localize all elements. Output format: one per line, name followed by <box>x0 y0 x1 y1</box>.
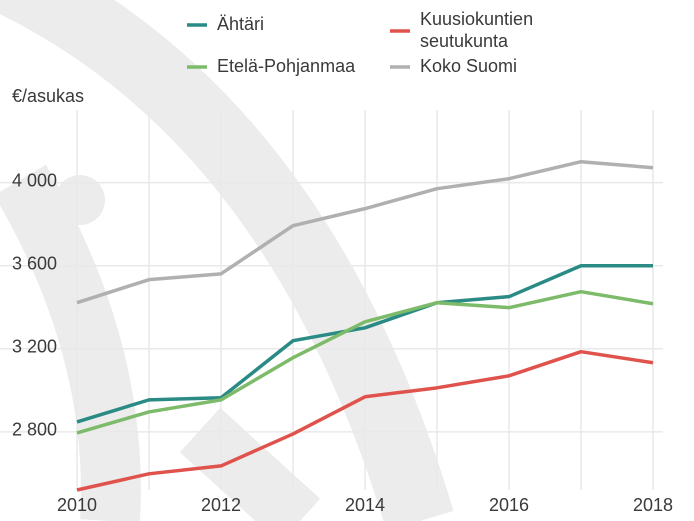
legend: Ähtäri Kuusiokuntien seutukunta Etelä-Pohja… <box>187 9 533 76</box>
legend-item: Etelä-Pohjanmaa <box>187 56 356 76</box>
y-tick-label: 3 200 <box>12 337 57 357</box>
series-line <box>76 263 653 424</box>
x-tick-label: 2016 <box>489 495 529 515</box>
legend-label: Ähtäri <box>217 14 264 34</box>
y-unit-label: €/asukas <box>12 86 84 106</box>
lines <box>76 159 654 492</box>
x-tick-label: 2014 <box>345 495 385 515</box>
series-line <box>76 289 654 435</box>
watermark <box>0 0 454 521</box>
legend-item: Ähtäri <box>187 14 264 34</box>
watermark-arc <box>179 407 321 521</box>
watermark-dot <box>55 175 105 225</box>
legend-label: Kuusiokuntien seutukunta <box>420 9 533 51</box>
watermark-arc <box>0 164 141 521</box>
legend-label: Etelä-Pohjanmaa <box>217 56 356 76</box>
series-line <box>76 349 654 492</box>
x-tick-label: 2018 <box>633 495 673 515</box>
y-tick-label: 3 600 <box>12 253 57 273</box>
series-line <box>76 159 654 305</box>
y-tick-label: 4 000 <box>12 170 57 190</box>
legend-label: Koko Suomi <box>420 56 517 76</box>
grid: 2 800 3 200 3 600 4 000 2010 2012 2014 2016 2018 <box>0 110 673 515</box>
y-tick-label: 2 800 <box>12 420 57 440</box>
legend-item: Kuusiokuntien seutukunta <box>390 9 533 51</box>
x-tick-label: 2010 <box>57 495 97 515</box>
x-tick-label: 2012 <box>201 495 241 515</box>
watermark-arc <box>0 0 454 521</box>
legend-item: Koko Suomi <box>390 56 517 76</box>
